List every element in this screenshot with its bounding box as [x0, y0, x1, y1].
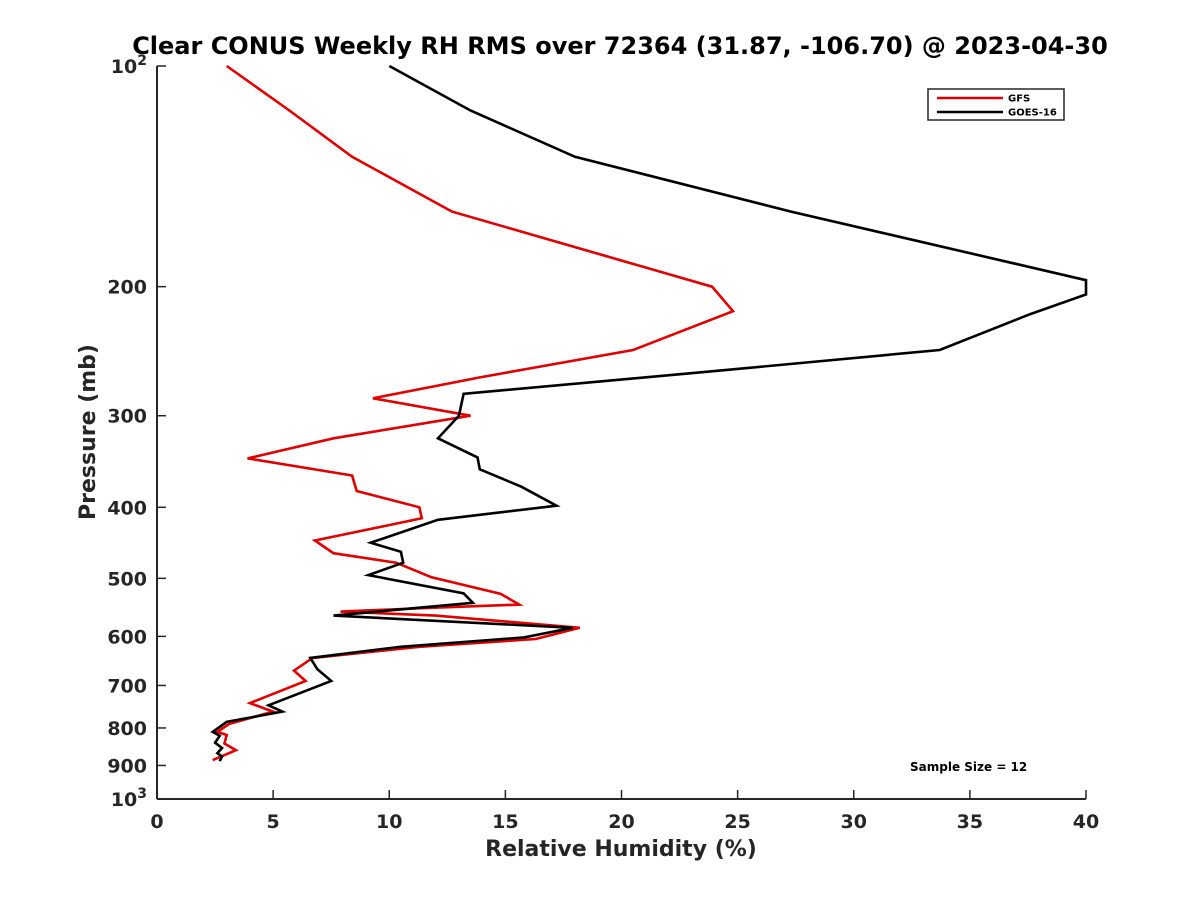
- x-tick-label: 35: [957, 811, 983, 833]
- y-tick-label-base: 400: [107, 497, 147, 519]
- x-tick-label: 20: [608, 811, 634, 833]
- series-layer: [210, 64, 1088, 762]
- x-axis-label: Relative Humidity (%): [485, 837, 757, 862]
- y-tick-label: 900: [107, 755, 147, 777]
- plot-area: [157, 66, 1086, 799]
- y-tick-label-base: 600: [107, 626, 147, 648]
- legend-label: GOES-16: [1008, 108, 1057, 119]
- y-tick-label-base: 200: [107, 277, 147, 299]
- sample-size-annotation: Sample Size = 12: [910, 760, 1027, 774]
- y-tick-label: 600: [107, 626, 147, 648]
- y-tick-label-exponent: 3: [137, 786, 147, 802]
- y-tick-label: 800: [107, 718, 147, 740]
- y-tick-label-base: 300: [107, 406, 147, 428]
- y-tick-label-base: 900: [107, 755, 147, 777]
- y-tick-label: 103: [111, 786, 147, 811]
- y-tick-label: 400: [107, 497, 147, 519]
- legend-label: GFS: [1008, 94, 1030, 105]
- plot-background: [157, 66, 1086, 799]
- x-tick-label: 40: [1073, 811, 1099, 833]
- y-tick-label-base: 700: [107, 675, 147, 697]
- series-line-goes-16: [210, 64, 1088, 762]
- y-tick-label: 102: [111, 53, 147, 78]
- legend: GFS GOES-16: [927, 88, 1065, 121]
- x-tick-label: 10: [376, 811, 402, 833]
- y-tick-label: 500: [107, 568, 147, 590]
- x-tick-label: 5: [267, 811, 280, 833]
- y-tick-label-base: 500: [107, 568, 147, 590]
- series-line-gfs: [212, 64, 736, 762]
- legend-box: [927, 88, 1065, 121]
- x-tick-label: 25: [724, 811, 750, 833]
- x-tick-label: 30: [841, 811, 867, 833]
- y-tick-label: 200: [107, 277, 147, 299]
- y-tick-label-base: 800: [107, 718, 147, 740]
- y-tick-label-base: 10: [111, 56, 137, 78]
- x-ticks: 0 5 10 15 20 25 30 35 40: [150, 790, 1099, 833]
- chart-title: Clear CONUS Weekly RH RMS over 72364 (31…: [132, 32, 1108, 60]
- x-tick-label: 0: [150, 811, 163, 833]
- y-tick-label: 300: [107, 406, 147, 428]
- y-axis-label: Pressure (mb): [76, 344, 101, 520]
- y-tick-label: 700: [107, 675, 147, 697]
- y-tick-label-base: 10: [111, 789, 137, 811]
- y-tick-label-exponent: 2: [137, 53, 147, 69]
- x-tick-label: 15: [492, 811, 518, 833]
